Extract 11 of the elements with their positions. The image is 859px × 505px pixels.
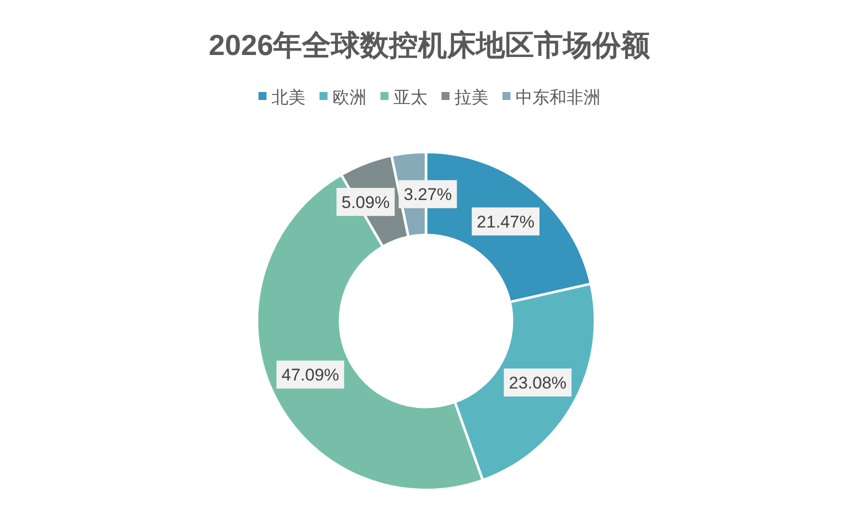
data-label: 3.27% (404, 185, 452, 204)
legend-label: 亚太 (394, 88, 428, 107)
legend-label: 北美 (272, 88, 306, 107)
chart-title: 2026年全球数控机床地区市场份额 (208, 29, 652, 62)
legend-label: 拉美 (454, 88, 488, 107)
data-label: 21.47% (476, 212, 534, 232)
data-label: 23.08% (508, 373, 567, 392)
data-label: 47.09% (281, 366, 340, 385)
legend-label: 中东和非洲 (516, 88, 600, 107)
legend-label: 欧洲 (332, 88, 366, 107)
data-label: 5.09% (341, 192, 390, 212)
